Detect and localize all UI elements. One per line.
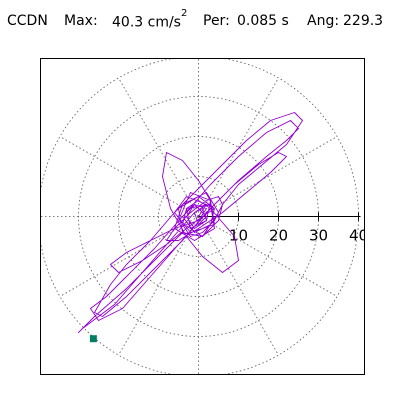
per-label: Per: — [203, 13, 230, 29]
axis-tick-label-40: 40 — [349, 227, 365, 245]
grid-spoke-30 — [198, 136, 338, 217]
motion-trace — [78, 112, 303, 333]
station-code: CCDN — [7, 13, 48, 29]
grid-spoke-210 — [59, 216, 199, 297]
max-value: 40.3 cm/s — [112, 14, 181, 31]
grid-spoke-120 — [118, 77, 199, 217]
peak-marker — [89, 335, 97, 343]
axis-tick-label-30: 30 — [309, 227, 328, 245]
polar-plot: 10 20 30 40 — [41, 59, 365, 374]
plot-frame: 10 20 30 40 — [40, 58, 365, 375]
chart-header: CCDN Max: 40.3 cm/s2 Per: 0.085 s Ang: 2… — [0, 8, 400, 37]
axis-tick-label-20: 20 — [269, 227, 288, 245]
grid-spoke-150 — [59, 136, 199, 217]
grid-spoke-60 — [198, 77, 279, 217]
grid-spoke-300 — [198, 216, 279, 356]
per-value: 0.085 s — [237, 13, 289, 29]
grid-spoke-240 — [118, 216, 199, 356]
max-label: Max: — [64, 13, 98, 29]
axis-tick-label-10: 10 — [229, 227, 248, 245]
max-value-group: 40.3 cm/s2 — [112, 8, 187, 31]
ang-value: 229.3 — [343, 13, 384, 29]
grid-spoke-330 — [198, 216, 338, 297]
max-exponent: 2 — [180, 8, 188, 19]
ang-label: Ang: — [307, 13, 340, 29]
